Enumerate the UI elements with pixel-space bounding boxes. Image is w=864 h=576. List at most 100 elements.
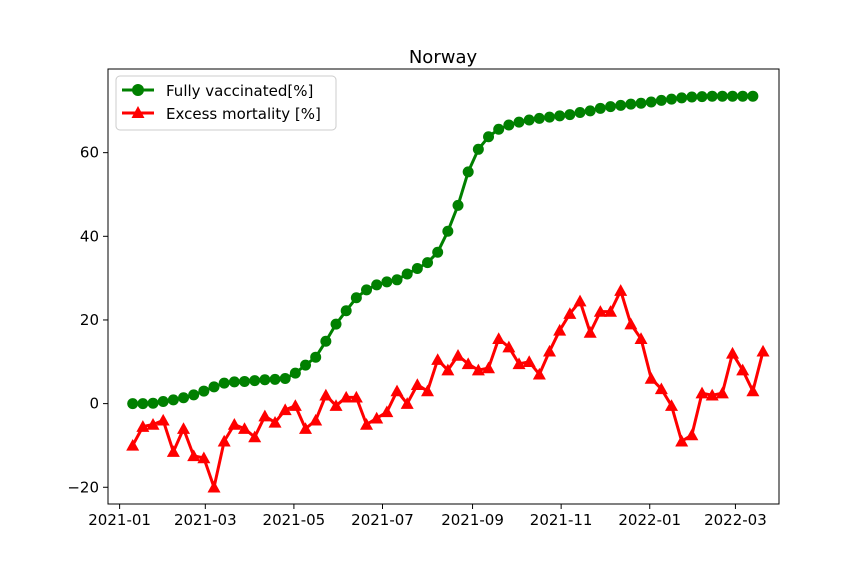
plot-series: [126, 90, 770, 493]
data-point-excess-mortality: [258, 409, 272, 422]
data-point-fully-vaccinated: [188, 389, 200, 401]
data-point-excess-mortality: [319, 388, 333, 401]
data-point-excess-mortality: [634, 332, 648, 344]
data-point-fully-vaccinated: [645, 96, 657, 108]
data-point-excess-mortality: [441, 363, 455, 376]
x-tick-label: 2022-03: [704, 511, 767, 529]
data-point-fully-vaccinated: [228, 376, 240, 388]
data-point-fully-vaccinated: [605, 101, 617, 113]
data-point-excess-mortality: [400, 397, 414, 409]
data-point-excess-mortality: [136, 420, 150, 432]
data-point-excess-mortality: [421, 384, 435, 397]
data-point-fully-vaccinated: [310, 351, 322, 363]
data-point-excess-mortality: [268, 415, 282, 428]
data-point-excess-mortality: [370, 411, 384, 424]
legend-label-fully-vaccinated: Fully vaccinated[%]: [166, 82, 313, 100]
data-point-fully-vaccinated: [269, 373, 281, 385]
y-axis-ticks: −20 0 20 40 60: [67, 144, 108, 496]
data-point-fully-vaccinated: [676, 92, 688, 104]
data-point-fully-vaccinated: [635, 97, 647, 109]
data-point-fully-vaccinated: [411, 263, 423, 275]
data-point-excess-mortality: [583, 326, 597, 338]
data-point-excess-mortality: [675, 434, 689, 447]
data-point-fully-vaccinated: [330, 318, 342, 330]
data-point-fully-vaccinated: [178, 392, 190, 404]
data-point-excess-mortality: [522, 355, 536, 367]
data-point-excess-mortality: [593, 305, 607, 317]
data-point-excess-mortality: [451, 349, 465, 361]
data-point-excess-mortality: [380, 405, 394, 418]
data-point-fully-vaccinated: [279, 373, 291, 385]
data-point-excess-mortality: [695, 386, 709, 399]
x-tick-label: 2021-03: [174, 511, 237, 529]
y-tick-label: 60: [80, 144, 99, 162]
data-point-fully-vaccinated: [625, 98, 637, 110]
data-point-excess-mortality: [471, 363, 485, 376]
data-point-excess-mortality: [665, 399, 679, 411]
data-point-excess-mortality: [299, 422, 313, 434]
data-point-excess-mortality: [278, 403, 292, 416]
x-tick-label: 2021-01: [88, 511, 151, 529]
data-point-fully-vaccinated: [544, 111, 556, 123]
data-point-excess-mortality: [532, 367, 546, 380]
legend: Fully vaccinated[%] Excess mortality [%]: [115, 75, 337, 131]
data-point-excess-mortality: [207, 480, 221, 493]
data-point-excess-mortality: [431, 353, 445, 365]
data-point-fully-vaccinated: [289, 367, 301, 379]
data-point-fully-vaccinated: [320, 335, 332, 347]
data-point-fully-vaccinated: [249, 375, 261, 387]
data-point-excess-mortality: [238, 422, 252, 434]
data-point-fully-vaccinated: [483, 131, 495, 143]
data-point-excess-mortality: [217, 434, 231, 447]
data-point-fully-vaccinated: [737, 90, 749, 102]
data-point-fully-vaccinated: [523, 114, 535, 126]
data-point-excess-mortality: [339, 390, 353, 403]
data-point-excess-mortality: [604, 305, 618, 317]
data-point-fully-vaccinated: [432, 246, 444, 258]
data-point-fully-vaccinated: [147, 397, 159, 409]
data-point-fully-vaccinated: [655, 94, 667, 106]
data-point-excess-mortality: [227, 418, 241, 430]
data-point-fully-vaccinated: [493, 123, 505, 135]
data-point-fully-vaccinated: [554, 110, 566, 122]
data-point-excess-mortality: [736, 363, 750, 376]
data-point-fully-vaccinated: [727, 90, 739, 102]
data-point-fully-vaccinated: [533, 112, 545, 124]
data-point-fully-vaccinated: [127, 398, 139, 410]
data-point-fully-vaccinated: [513, 116, 525, 128]
data-point-fully-vaccinated: [259, 374, 271, 386]
data-point-fully-vaccinated: [340, 305, 352, 317]
data-point-excess-mortality: [705, 388, 719, 401]
data-point-excess-mortality: [715, 386, 729, 399]
y-tick-label: 20: [80, 311, 99, 329]
data-point-excess-mortality: [553, 323, 567, 336]
data-point-fully-vaccinated: [218, 377, 230, 389]
data-point-excess-mortality: [410, 378, 424, 390]
x-axis-ticks: 2021-01 2021-03 2021-05 2021-07 2021-09 2021-…: [88, 504, 767, 529]
data-point-fully-vaccinated: [452, 199, 464, 211]
data-point-fully-vaccinated: [157, 396, 169, 408]
plot-frame: [107, 68, 780, 505]
data-point-fully-vaccinated: [696, 91, 708, 103]
data-point-fully-vaccinated: [361, 284, 373, 296]
legend-box: [115, 75, 337, 131]
data-point-excess-mortality: [329, 399, 343, 411]
data-point-fully-vaccinated: [747, 90, 759, 102]
data-point-excess-mortality: [187, 449, 201, 462]
data-point-fully-vaccinated: [564, 109, 576, 121]
data-point-fully-vaccinated: [442, 225, 454, 237]
data-point-fully-vaccinated: [167, 394, 179, 406]
x-tick-label: 2022-01: [618, 511, 681, 529]
data-point-fully-vaccinated: [350, 292, 362, 304]
data-point-fully-vaccinated: [422, 257, 434, 269]
data-point-fully-vaccinated: [584, 105, 596, 117]
data-point-excess-mortality: [197, 451, 211, 464]
x-tick-label: 2021-09: [441, 511, 504, 529]
data-point-excess-mortality: [624, 317, 638, 330]
data-point-excess-mortality: [654, 382, 668, 395]
data-point-fully-vaccinated: [208, 381, 220, 393]
data-point-fully-vaccinated: [137, 398, 149, 410]
data-point-fully-vaccinated: [594, 102, 606, 114]
data-point-excess-mortality: [126, 438, 140, 451]
